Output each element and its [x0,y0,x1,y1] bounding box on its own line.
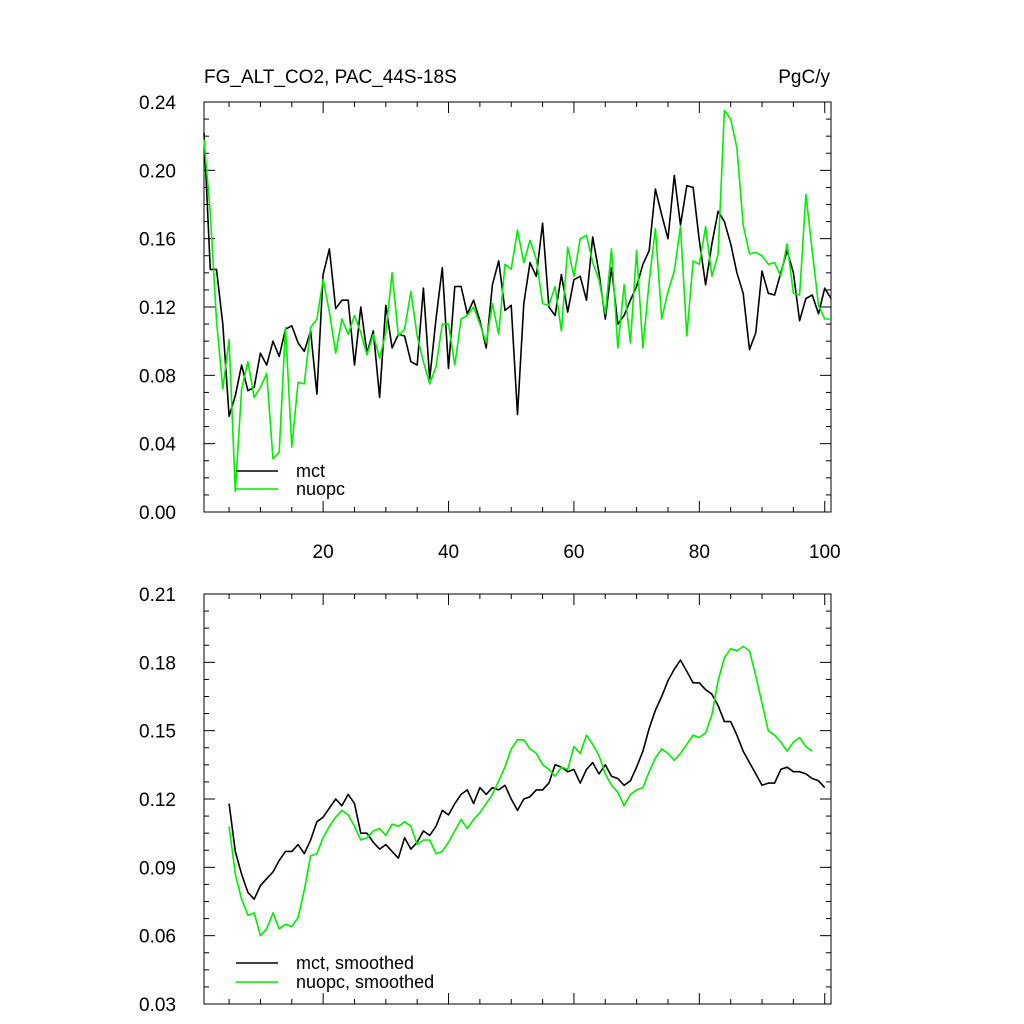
x-tick-label: 100 [809,542,841,563]
y-tick-label: 0.21 [139,585,176,606]
top-panel: FG_ALT_CO2, PAC_44S-18S PgC/y 0.000.040.… [139,67,841,563]
series-line-nuopc [203,109,831,493]
y-tick-label: 0.12 [139,298,176,319]
x-tick-label: 80 [689,542,710,563]
y-tick-label: 0.09 [139,858,176,879]
y-tick-label: 0.08 [139,366,176,387]
top-axis-ticks [204,101,831,513]
series-line-mct-smoothed [228,659,826,901]
chart-title: FG_ALT_CO2, PAC_44S-18S [204,67,457,88]
y-tick-label: 0.12 [139,790,176,811]
legend-label-nuopc-smoothed: nuopc, smoothed [296,972,434,992]
legend-label-mct-smoothed: mct, smoothed [296,953,414,973]
y-tick-label: 0.24 [139,93,176,114]
bottom-series-lines [228,645,826,937]
top-series-lines [203,109,832,493]
series-line-mct [203,132,832,418]
bottom-plot-frame [203,593,832,1005]
y-tick-label: 0.18 [139,653,176,674]
chart-units: PgC/y [778,67,830,88]
y-tick-label: 0.03 [139,995,176,1016]
x-tick-label: 40 [438,542,459,563]
y-tick-label: 0.06 [139,927,176,948]
top-y-tick-labels: 0.00 0.04 0.08 0.12 0.16 0.20 0.24 [139,93,176,524]
top-legend: mct nuopc [236,461,345,499]
y-tick-label: 0.15 [139,722,176,743]
top-plot-frame [203,101,832,513]
x-tick-label: 60 [563,542,584,563]
y-tick-label: 0.16 [139,230,176,251]
top-x-tick-labels: 20 40 60 80 100 [313,542,841,563]
series-line-nuopc-smoothed [228,645,813,937]
legend-label-nuopc: nuopc [296,479,345,499]
bottom-legend: mct, smoothed nuopc, smoothed [236,953,434,992]
bottom-y-tick-labels: 0.03 0.06 0.09 0.12 0.15 0.18 0.21 [139,585,176,1016]
y-tick-label: 0.00 [139,503,176,524]
bottom-axis-ticks [204,593,831,1005]
x-tick-label: 20 [313,542,334,563]
y-tick-label: 0.20 [139,161,176,182]
y-tick-label: 0.04 [139,435,176,456]
legend-label-mct: mct [296,461,325,481]
bottom-panel: 0.03 0.06 0.09 0.12 0.15 0.18 0.21 mct, smooth… [139,585,832,1016]
